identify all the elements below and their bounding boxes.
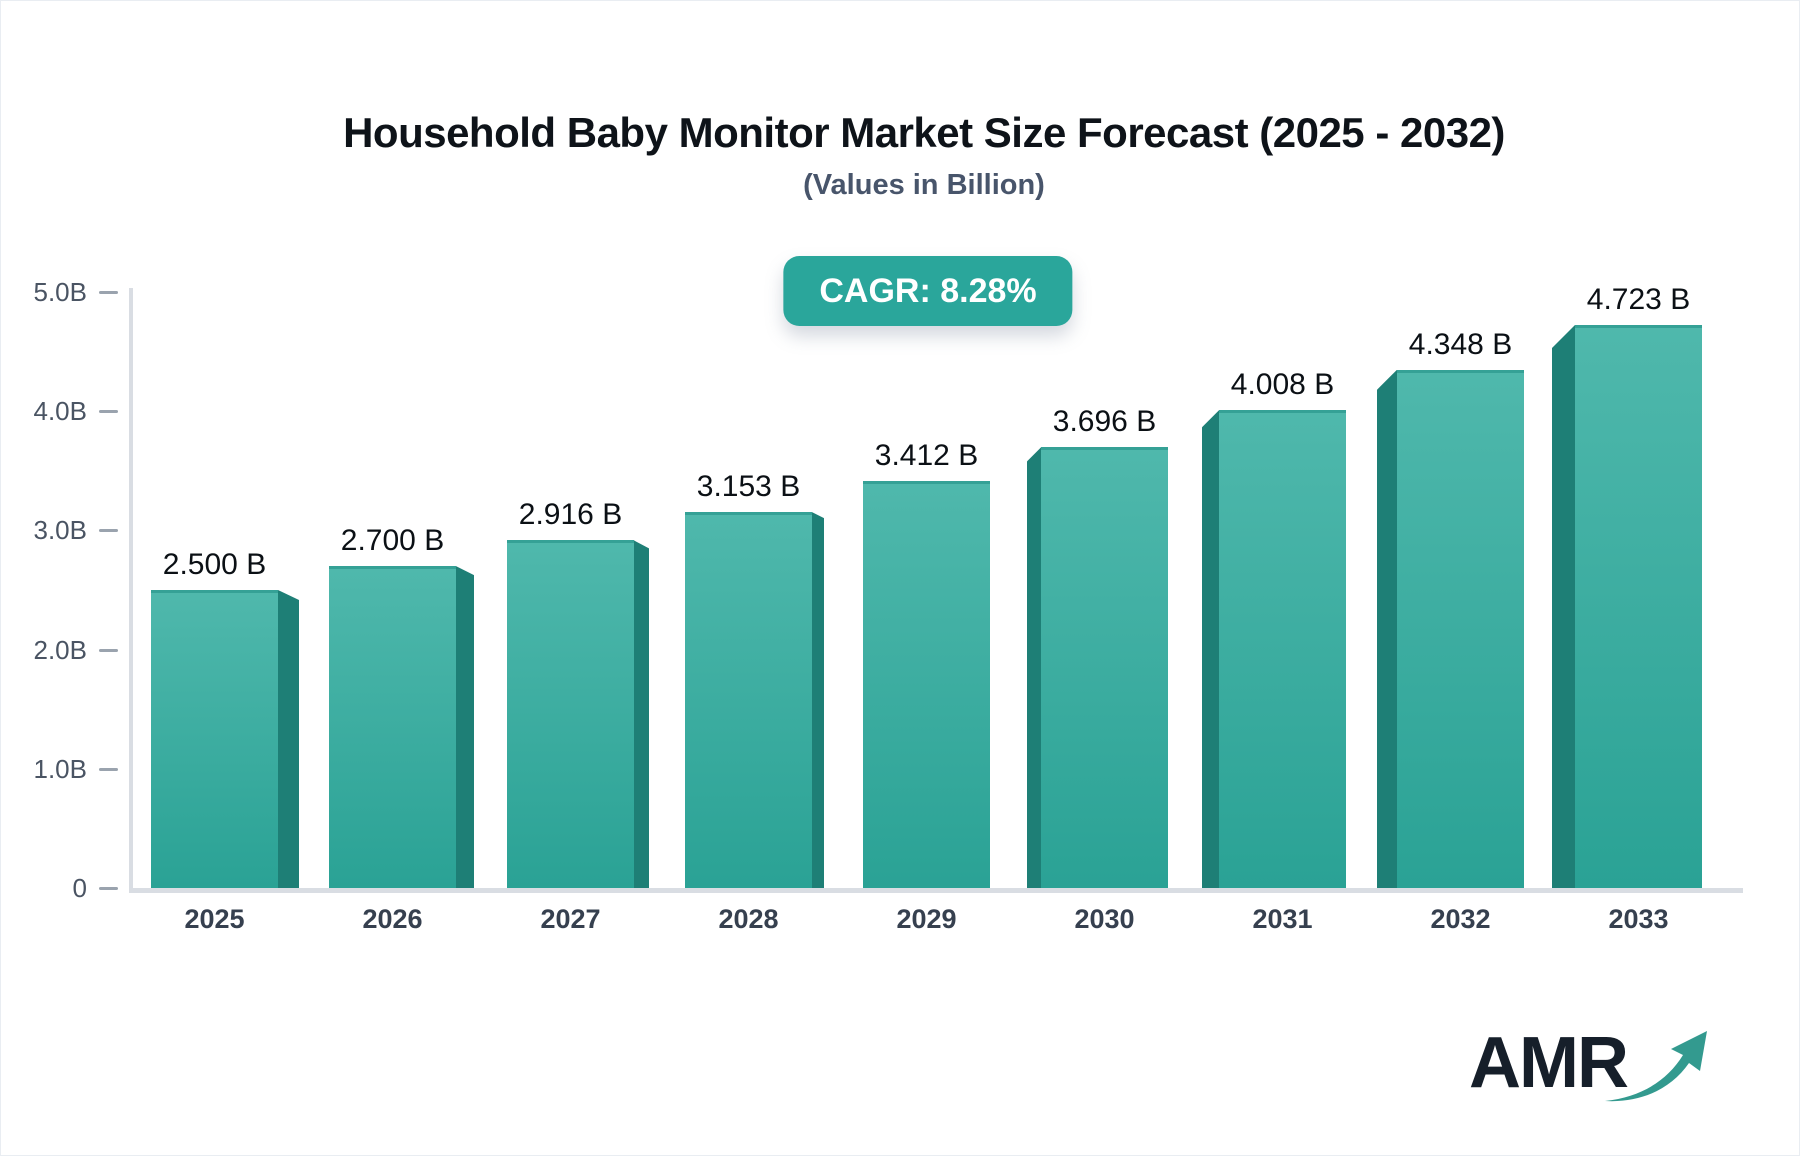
x-axis-line bbox=[129, 888, 1743, 893]
bar-2027[interactable] bbox=[507, 540, 634, 888]
chart-title: Household Baby Monitor Market Size Forec… bbox=[343, 109, 1505, 156]
bar-side-face-2028 bbox=[812, 512, 824, 888]
y-tick-label: 4.0B bbox=[33, 396, 88, 427]
x-axis-label-2027: 2027 bbox=[540, 904, 601, 934]
bar-value-label: 2.700 B bbox=[340, 524, 445, 558]
bar-value-label: 4.723 B bbox=[1586, 283, 1691, 317]
bar-2029[interactable] bbox=[863, 481, 990, 888]
bar-2028[interactable] bbox=[685, 512, 812, 888]
bar-2030[interactable] bbox=[1041, 447, 1168, 888]
y-tick-dash bbox=[99, 767, 118, 771]
bar-side-face-2027 bbox=[634, 540, 649, 888]
bar-value-label: 2.500 B bbox=[162, 548, 267, 581]
bar-2031[interactable] bbox=[1219, 410, 1346, 888]
x-axis-label-2033: 2033 bbox=[1608, 904, 1669, 934]
cagr-badge: CAGR: 8.28% bbox=[783, 256, 1073, 326]
trend-arrow-icon bbox=[1605, 1031, 1707, 1102]
bar-2033[interactable] bbox=[1575, 325, 1702, 888]
bar-value-label: 4.008 B bbox=[1230, 368, 1335, 402]
cagr-badge-label: CAGR: 8.28% bbox=[819, 271, 1037, 310]
bar-side-face-2031 bbox=[1202, 410, 1219, 888]
amr-logo-text: AMR bbox=[1469, 1023, 1629, 1103]
x-axis-label-2026: 2026 bbox=[362, 904, 423, 934]
bar-value-label: 3.412 B bbox=[874, 439, 979, 473]
bar-value-label: 2.916 B bbox=[518, 498, 623, 532]
y-tick-dash bbox=[99, 648, 118, 652]
y-tick-label: 2.0B bbox=[33, 634, 88, 665]
x-axis-label-2030: 2030 bbox=[1074, 904, 1135, 934]
bar-side-face-2030 bbox=[1027, 447, 1041, 888]
bar-value-label: 3.153 B bbox=[696, 470, 801, 504]
y-tick-label: 5.0B bbox=[33, 277, 88, 307]
y-tick-dash bbox=[99, 887, 118, 890]
y-axis-line bbox=[129, 288, 133, 892]
amr-logo: AMR bbox=[1469, 1011, 1713, 1103]
bar-side-face-2025 bbox=[278, 590, 299, 888]
y-tick-dash bbox=[99, 410, 118, 414]
y-tick-label: 0 bbox=[72, 873, 87, 903]
x-axis-label-2029: 2029 bbox=[896, 904, 957, 934]
bar-2026[interactable] bbox=[329, 566, 456, 888]
x-axis-label-2032: 2032 bbox=[1430, 904, 1491, 934]
x-axis-label-2031: 2031 bbox=[1252, 904, 1313, 934]
bar-value-label: 4.348 B bbox=[1408, 327, 1513, 361]
bar-side-face-2032 bbox=[1377, 369, 1397, 888]
y-tick-dash bbox=[99, 529, 118, 533]
y-tick-label: 1.0B bbox=[33, 753, 88, 784]
bar-side-face-2026 bbox=[456, 566, 474, 888]
chart-subtitle: (Values in Billion) bbox=[803, 169, 1045, 201]
bar-2032[interactable] bbox=[1397, 369, 1524, 888]
x-axis-label-2028: 2028 bbox=[718, 904, 779, 934]
bar-2025[interactable] bbox=[151, 590, 278, 888]
y-tick-dash bbox=[99, 291, 118, 294]
bar-side-face-2033 bbox=[1552, 325, 1575, 888]
bar-value-label: 3.696 B bbox=[1052, 405, 1157, 439]
y-tick-label: 3.0B bbox=[33, 515, 88, 546]
x-axis-label-2025: 2025 bbox=[184, 904, 245, 934]
